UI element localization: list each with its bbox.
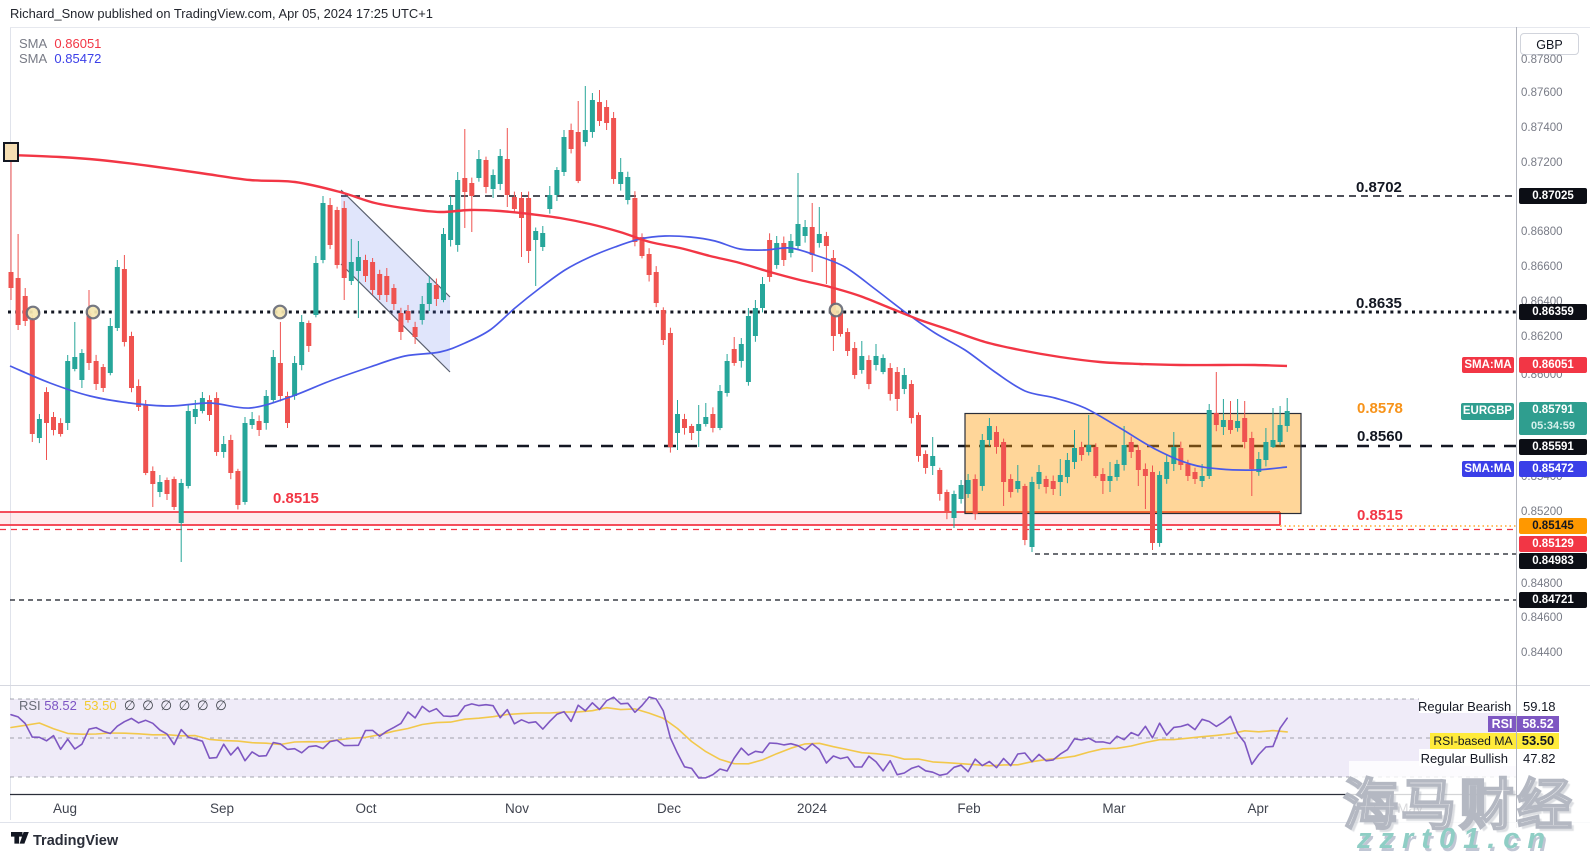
svg-text:Aug: Aug [53,801,77,816]
svg-text:Sep: Sep [210,801,234,816]
svg-text:2024: 2024 [797,801,828,816]
svg-text:Apr: Apr [1247,801,1269,816]
svg-text:Feb: Feb [957,801,980,816]
svg-text:Nov: Nov [505,801,529,816]
svg-text:Mar: Mar [1102,801,1126,816]
svg-text:TradingView: TradingView [33,833,119,849]
svg-text:Oct: Oct [355,801,376,816]
svg-text:Dec: Dec [657,801,681,816]
